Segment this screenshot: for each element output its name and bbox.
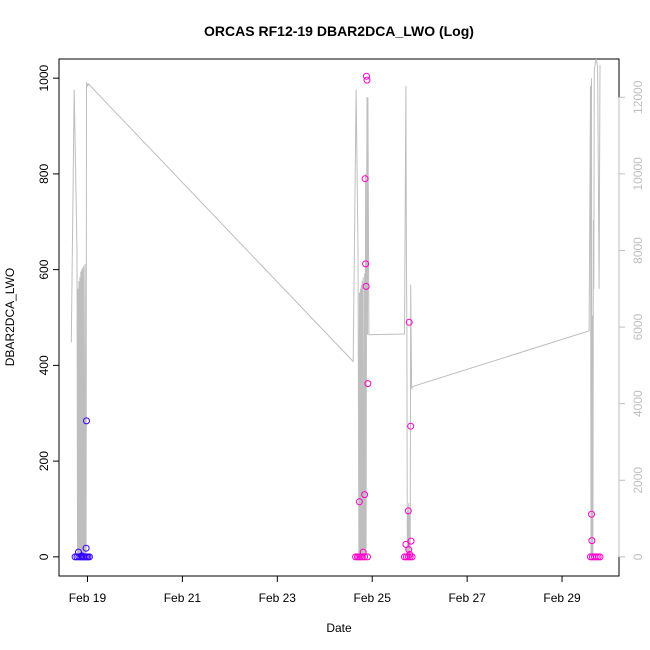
right-y-axis: 0 2000 4000 6000 8000 10000 12000 <box>618 80 645 560</box>
x-tick-label: Feb 25 <box>354 591 392 605</box>
scatter-point <box>402 540 410 548</box>
scatter-point <box>363 76 371 84</box>
scatter-point <box>364 380 372 388</box>
scatter-point <box>355 498 363 506</box>
scatter-point <box>83 417 90 425</box>
x-axis-label: Date <box>326 621 352 635</box>
scatter-point <box>405 546 413 554</box>
y-axis-label: DBAR2DCA_LWO <box>3 268 17 366</box>
scatter-point <box>596 553 604 561</box>
y-tick-label: 600 <box>37 259 51 279</box>
left-y-axis: 0 200 400 600 800 1000 <box>37 64 60 560</box>
y-tick-label: 0 <box>37 553 51 560</box>
scatter-point <box>85 553 93 561</box>
scatter-point <box>73 553 81 561</box>
y2-tick-label: 12000 <box>631 80 645 114</box>
scatter-point <box>364 553 371 561</box>
y-tick-label: 200 <box>37 451 51 471</box>
scatter-point <box>588 510 595 518</box>
x-tick-label: Feb 27 <box>448 591 486 605</box>
scatter-point <box>361 553 369 561</box>
x-tick-label: Feb 29 <box>543 591 581 605</box>
scatter-point <box>407 422 415 430</box>
scatter-point <box>592 553 600 561</box>
scatter-point <box>359 548 367 556</box>
scatter-points <box>71 72 604 561</box>
x-tick-label: Feb 19 <box>69 591 107 605</box>
scatter-point <box>362 282 370 290</box>
scatter-point <box>361 491 369 499</box>
y-tick-label: 1000 <box>37 64 51 91</box>
y-tick-label: 800 <box>37 164 51 184</box>
scatter-point <box>352 553 360 561</box>
y2-tick-label: 6000 <box>631 313 645 340</box>
scatter-point <box>594 553 602 561</box>
scatter-point <box>363 72 370 80</box>
scatter-point <box>406 551 414 558</box>
x-axis: Feb 19 Feb 21 Feb 23 Feb 25 Feb 27 Feb 29 <box>69 575 581 605</box>
x-tick-label: Feb 21 <box>164 591 202 605</box>
scatter-point <box>82 544 90 552</box>
y2-tick-label: 4000 <box>631 390 645 417</box>
y2-tick-label: 10000 <box>631 157 645 191</box>
chart-title: ORCAS RF12-19 DBAR2DCA_LWO (Log) <box>204 23 474 39</box>
y-tick-label: 400 <box>37 355 51 375</box>
y2-tick-label: 2000 <box>631 467 645 494</box>
scatter-point <box>407 537 415 545</box>
x-tick-label: Feb 23 <box>259 591 297 605</box>
line-series-path <box>70 58 601 557</box>
scatter-point <box>405 318 413 326</box>
scatter-point <box>588 537 596 545</box>
y2-tick-label: 0 <box>631 553 645 560</box>
scatter-point <box>404 507 412 515</box>
y2-tick-label: 8000 <box>631 237 645 264</box>
scatter-point <box>358 553 366 561</box>
scatter-point <box>362 260 370 268</box>
scatter-point <box>408 553 416 561</box>
scatter-point <box>361 175 369 183</box>
line-series <box>70 58 601 557</box>
scatter-point <box>78 552 86 560</box>
